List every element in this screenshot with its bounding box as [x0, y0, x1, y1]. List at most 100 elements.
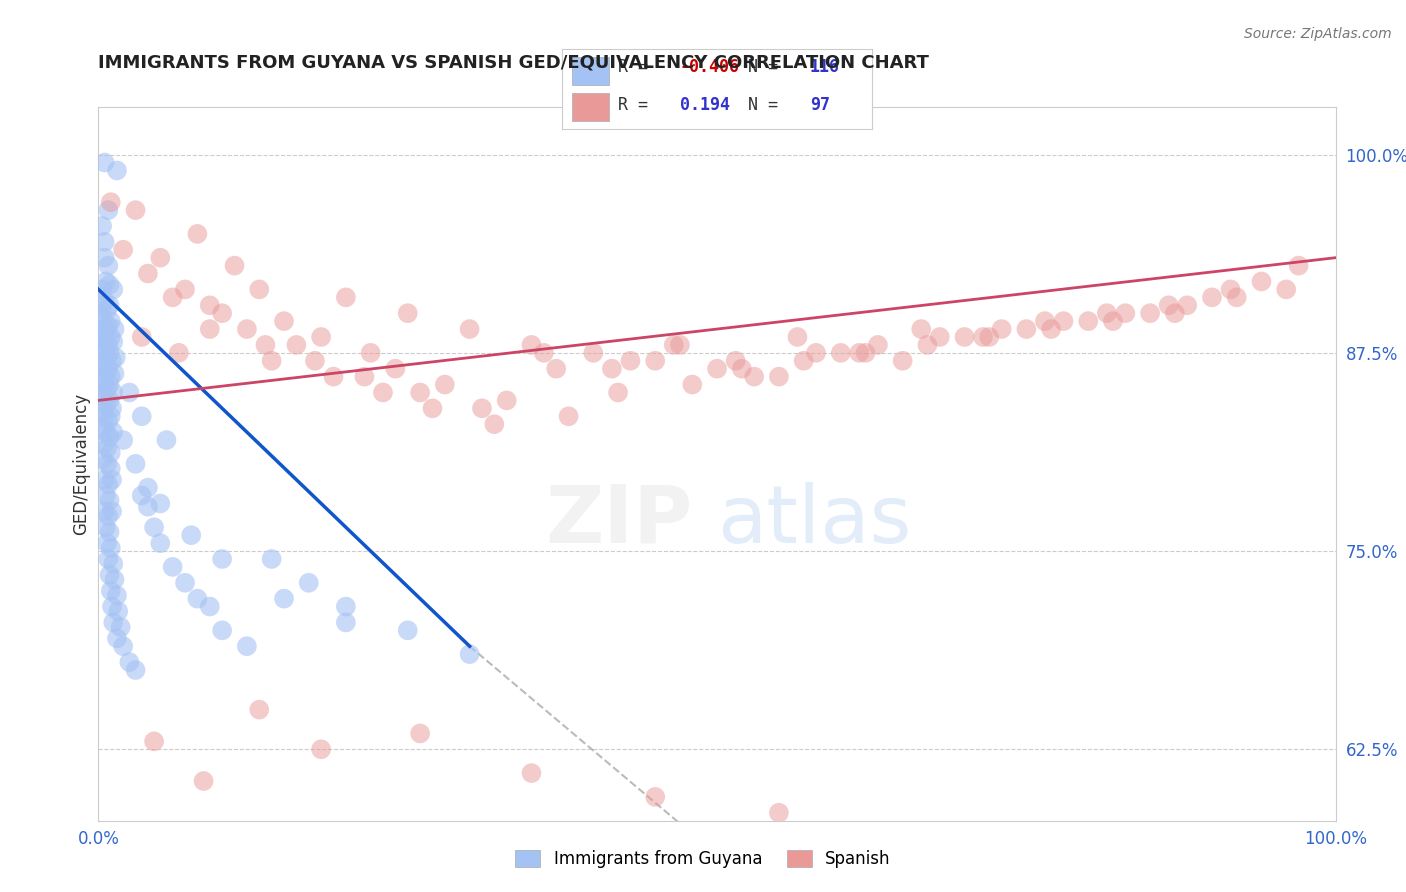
- Point: [136, 481, 159, 495]
- Point: [112, 639, 135, 653]
- Point: [1275, 282, 1298, 296]
- Point: [1288, 259, 1310, 273]
- Point: [98, 377, 121, 392]
- Point: [94, 520, 117, 534]
- Point: [309, 330, 332, 344]
- Point: [143, 734, 166, 748]
- Point: [149, 251, 172, 265]
- Point: [98, 524, 121, 539]
- Point: [103, 615, 125, 630]
- Point: [236, 322, 259, 336]
- Point: [91, 219, 114, 233]
- Point: [93, 436, 115, 450]
- Point: [97, 203, 120, 218]
- Point: [131, 489, 153, 503]
- Point: [471, 401, 494, 416]
- Point: [90, 357, 112, 371]
- Point: [619, 353, 641, 368]
- Point: [409, 385, 432, 400]
- Point: [100, 314, 122, 328]
- Point: [124, 457, 146, 471]
- Point: [100, 541, 122, 555]
- Point: [768, 369, 790, 384]
- Point: [198, 599, 221, 614]
- Point: [174, 282, 197, 296]
- Point: [1157, 298, 1180, 312]
- Point: [103, 334, 125, 349]
- Point: [1040, 322, 1063, 336]
- Point: [98, 298, 121, 312]
- Point: [101, 599, 124, 614]
- Point: [180, 528, 202, 542]
- Point: [910, 322, 932, 336]
- Point: [484, 417, 506, 432]
- Point: [100, 583, 122, 598]
- Point: [285, 338, 308, 352]
- Point: [93, 346, 115, 360]
- Point: [396, 624, 419, 638]
- Point: [104, 351, 127, 365]
- Point: [1077, 314, 1099, 328]
- Point: [786, 330, 808, 344]
- Point: [97, 477, 120, 491]
- Point: [93, 235, 115, 249]
- Point: [768, 805, 790, 820]
- Point: [100, 461, 122, 475]
- Point: [94, 489, 117, 503]
- Point: [112, 433, 135, 447]
- Point: [105, 589, 128, 603]
- Point: [105, 632, 128, 646]
- Point: [97, 414, 120, 428]
- Point: [273, 591, 295, 606]
- Point: [384, 361, 406, 376]
- Point: [273, 314, 295, 328]
- Point: [211, 624, 233, 638]
- Point: [600, 361, 623, 376]
- Point: [1102, 314, 1125, 328]
- Point: [98, 277, 121, 292]
- Point: [90, 325, 112, 339]
- Bar: [572, 57, 609, 86]
- Point: [100, 409, 122, 424]
- Point: [917, 338, 939, 352]
- Point: [103, 367, 125, 381]
- Point: [91, 341, 114, 355]
- Point: [90, 310, 112, 324]
- Point: [433, 377, 456, 392]
- Legend: Immigrants from Guyana, Spanish: Immigrants from Guyana, Spanish: [509, 843, 897, 875]
- Text: R =: R =: [619, 58, 658, 76]
- Point: [669, 338, 692, 352]
- Point: [103, 557, 125, 571]
- Point: [118, 385, 141, 400]
- Point: [979, 330, 1001, 344]
- Point: [96, 382, 118, 396]
- Point: [742, 369, 765, 384]
- Point: [96, 303, 118, 318]
- Point: [1139, 306, 1161, 320]
- Point: [96, 351, 118, 365]
- Point: [458, 647, 481, 661]
- Point: [101, 473, 124, 487]
- Point: [101, 504, 124, 518]
- Point: [371, 385, 394, 400]
- Point: [254, 338, 277, 352]
- Bar: [572, 94, 609, 121]
- Point: [662, 338, 685, 352]
- Point: [582, 346, 605, 360]
- Point: [1114, 306, 1136, 320]
- Point: [304, 353, 326, 368]
- Point: [458, 322, 481, 336]
- Point: [198, 298, 221, 312]
- Point: [520, 766, 543, 780]
- Point: [97, 509, 120, 524]
- Point: [103, 282, 125, 296]
- Point: [557, 409, 579, 424]
- Point: [131, 409, 153, 424]
- Point: [1201, 290, 1223, 304]
- Point: [198, 322, 221, 336]
- Point: [94, 322, 117, 336]
- Point: [97, 318, 120, 333]
- Point: [1164, 306, 1187, 320]
- Point: [96, 441, 118, 455]
- Point: [91, 282, 114, 296]
